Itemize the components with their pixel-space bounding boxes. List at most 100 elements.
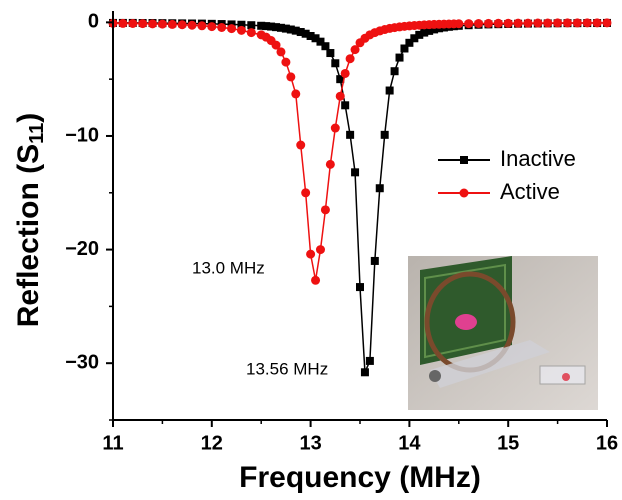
x-tick-label: 12 — [201, 432, 223, 454]
marker — [356, 283, 364, 292]
marker — [306, 31, 315, 40]
marker — [128, 18, 138, 28]
marker — [157, 19, 167, 29]
marker — [167, 19, 177, 29]
marker — [360, 368, 369, 377]
marker — [316, 37, 325, 46]
marker — [247, 21, 256, 30]
marker — [276, 47, 286, 57]
marker — [483, 18, 493, 28]
marker — [543, 18, 553, 28]
marker — [281, 57, 291, 67]
marker — [326, 49, 335, 58]
legend-marker — [459, 188, 469, 198]
marker — [227, 24, 237, 34]
y-axis-title-end: ) — [12, 113, 45, 123]
marker — [375, 184, 384, 193]
marker — [330, 123, 340, 133]
marker — [118, 18, 128, 28]
marker — [340, 68, 350, 78]
marker — [296, 28, 305, 37]
y-axis-title-sub: 11 — [26, 123, 48, 144]
x-tick-label: 13 — [299, 432, 321, 454]
marker — [400, 44, 409, 53]
marker — [291, 89, 301, 99]
marker — [246, 28, 256, 38]
marker — [148, 19, 158, 29]
marker — [315, 245, 325, 255]
marker — [321, 42, 330, 51]
marker — [346, 130, 355, 139]
marker — [572, 18, 582, 28]
marker — [286, 25, 295, 34]
annotation: 13.0 MHz — [192, 258, 265, 277]
marker — [345, 54, 355, 64]
marker — [296, 140, 306, 150]
marker — [341, 101, 350, 110]
marker — [493, 18, 503, 28]
marker — [272, 23, 281, 32]
marker — [281, 24, 290, 33]
marker — [553, 18, 563, 28]
marker — [513, 18, 523, 28]
marker — [177, 20, 187, 30]
marker — [592, 18, 602, 28]
legend-marker — [460, 156, 468, 164]
marker — [351, 168, 360, 177]
marker — [474, 18, 484, 28]
marker — [197, 21, 207, 31]
marker — [301, 29, 310, 38]
marker — [420, 28, 429, 37]
y-axis-title: Reflection (S11) — [12, 113, 48, 328]
marker — [454, 19, 464, 29]
marker — [276, 23, 285, 32]
marker — [237, 20, 246, 29]
marker — [187, 20, 197, 30]
marker — [217, 22, 227, 32]
x-axis-title: Frequency (MHz) — [239, 461, 481, 494]
marker — [365, 356, 374, 365]
marker — [370, 256, 379, 265]
y-tick-label: 0 — [88, 11, 99, 33]
marker — [311, 275, 321, 285]
series — [108, 18, 612, 285]
marker — [271, 40, 281, 50]
marker — [405, 38, 414, 47]
x-tick-label: 15 — [497, 432, 519, 454]
marker — [410, 34, 419, 43]
marker — [291, 26, 300, 35]
marker — [257, 21, 266, 30]
marker — [350, 45, 360, 55]
marker — [380, 130, 389, 139]
marker — [562, 18, 572, 28]
marker — [267, 22, 276, 31]
marker — [602, 18, 612, 28]
y-tick-label: −20 — [65, 238, 99, 260]
annotation: 13.56 MHz — [246, 359, 328, 378]
x-tick-label: 11 — [102, 432, 123, 454]
legend-label: Inactive — [500, 146, 576, 171]
x-tick-label: 14 — [398, 432, 421, 454]
marker — [533, 18, 543, 28]
marker — [331, 59, 340, 68]
marker — [320, 205, 330, 215]
marker — [395, 53, 404, 62]
marker — [430, 25, 439, 34]
marker — [336, 75, 345, 84]
marker — [582, 18, 592, 28]
marker — [385, 86, 394, 95]
marker — [415, 30, 424, 39]
y-tick-label: −30 — [65, 351, 99, 373]
marker — [306, 249, 316, 259]
marker — [325, 159, 335, 169]
marker — [301, 188, 311, 198]
inset-photo — [408, 256, 598, 410]
marker — [335, 91, 345, 101]
marker — [425, 26, 434, 35]
marker — [262, 22, 271, 31]
marker — [390, 67, 399, 76]
y-axis-title-main: Reflection (S — [12, 144, 45, 327]
marker — [236, 25, 246, 35]
marker — [138, 19, 148, 29]
